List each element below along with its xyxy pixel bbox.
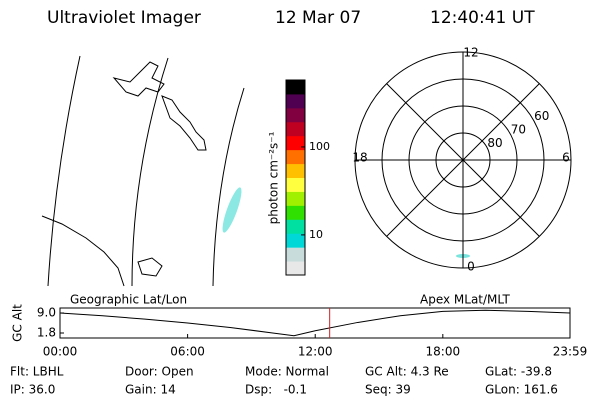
meridian (212, 87, 245, 287)
colorbar-cell (286, 233, 305, 248)
title: Ultraviolet Imager (47, 8, 201, 28)
colorbar-cell (286, 191, 305, 206)
aurora (222, 187, 242, 233)
mlt-label: 0 (467, 260, 475, 274)
colorbar-cell (286, 135, 305, 151)
status-field: Mode: Normal (245, 365, 329, 379)
colorbar-cell (286, 177, 305, 192)
status-field: Dsp: -0.1 (245, 383, 307, 397)
colorbar-cell (286, 163, 305, 178)
colorbar-label: photon cm⁻²s⁻¹ (267, 131, 281, 224)
time: 12:40:41 UT (430, 8, 535, 28)
colorbar-frame (285, 79, 306, 276)
colorbar-cell (286, 205, 305, 220)
status-field: GLon: 161.6 (485, 383, 558, 397)
altitude-line (59, 309, 571, 337)
colorbar-cell (286, 261, 305, 276)
status-field: Seq: 39 (365, 383, 411, 397)
x-tick-label: 18:00 (426, 345, 461, 359)
ring-label: 70 (511, 123, 526, 137)
panel-label: Geographic Lat/Lon (70, 293, 187, 307)
map (41, 55, 245, 287)
polar-spoke (386, 83, 540, 237)
status-field: Door: Open (125, 365, 194, 379)
y-tick-label: 1.8 (37, 326, 56, 340)
colorbar-tick-label: 100 (309, 140, 330, 153)
mlt-label: 12 (463, 46, 478, 60)
coast (112, 61, 165, 97)
date: 12 Mar 07 (275, 8, 361, 28)
status-field: IP: 36.0 (10, 383, 55, 397)
x-tick-label: 12:00 (298, 345, 333, 359)
coast (41, 215, 125, 287)
x-tick-label: 23:59 (553, 345, 588, 359)
colorbar-cell (286, 93, 305, 109)
meridian (131, 57, 169, 287)
x-tick-label: 06:00 (170, 345, 205, 359)
ring-label: 80 (487, 136, 502, 150)
colorbar-cell (286, 149, 305, 165)
colorbar-cell (286, 219, 305, 234)
panel-label: Apex MLat/MLT (420, 293, 510, 307)
status-field: GLat: -39.8 (485, 365, 552, 379)
meridian (47, 55, 81, 287)
colorbar-cell (286, 121, 305, 137)
status-field: Gain: 14 (125, 383, 176, 397)
status-field: Flt: LBHL (10, 365, 64, 379)
mlt-label: 18 (352, 151, 367, 165)
ring-label: 60 (534, 109, 549, 123)
x-tick-label: 00:00 (43, 345, 78, 359)
mlt-label: 6 (562, 151, 570, 165)
colorbar-cell (286, 80, 305, 95)
coast (161, 95, 207, 151)
coast (137, 257, 163, 277)
y-axis-label: GC Alt (11, 304, 25, 342)
colorbar-cell (286, 107, 305, 123)
status-field: GC Alt: 4.3 Re (365, 365, 449, 379)
y-tick-label: 9.0 (37, 306, 56, 320)
colorbar-tick-label: 10 (309, 228, 323, 241)
colorbar-cell (286, 247, 305, 262)
plot-frame (59, 307, 571, 339)
